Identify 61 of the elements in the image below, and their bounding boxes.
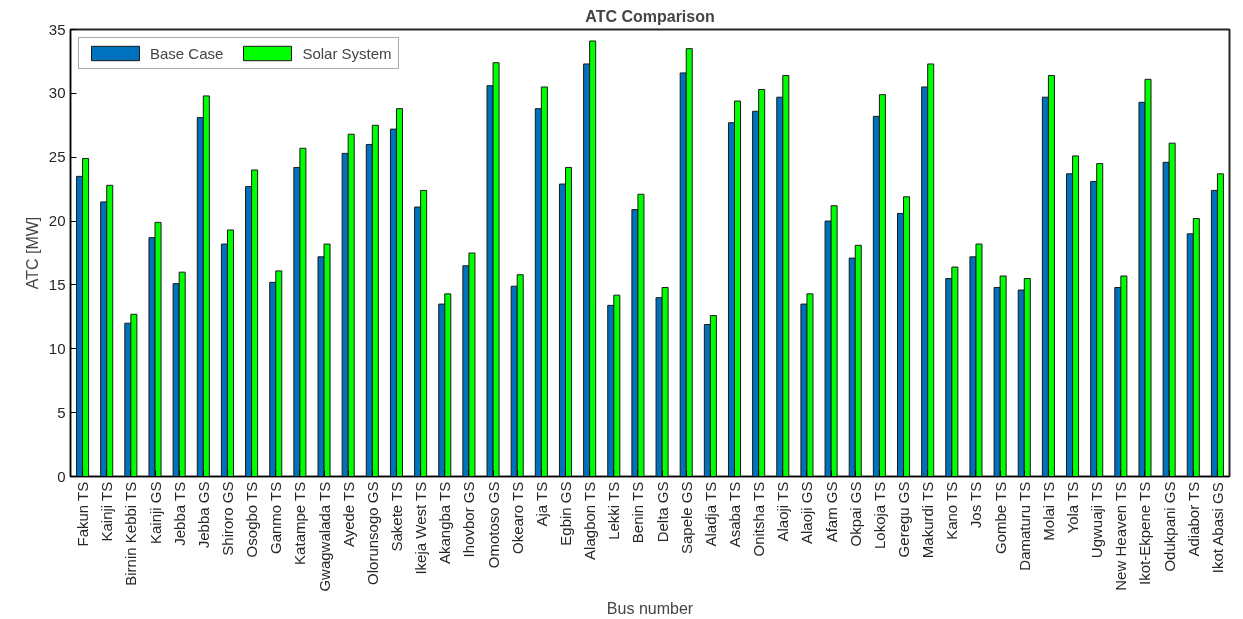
- legend-label: Base Case: [150, 44, 224, 62]
- x-tick-label: Molai TS: [1039, 481, 1057, 541]
- x-tick-label: Kainji TS: [98, 481, 116, 542]
- x-tick-label: Odukpani GS: [1160, 481, 1178, 572]
- y-tick-label: 20: [48, 212, 66, 230]
- x-tick-label: Ikot Abasi GS: [1208, 482, 1226, 574]
- x-tick-label: Sakete TS: [387, 481, 405, 552]
- x-tick-label: Adiabor TS: [1184, 481, 1202, 557]
- x-tick-label: Shiroro GS: [218, 481, 236, 556]
- x-tick-label: Alaoji TS: [774, 481, 792, 542]
- x-tick-label: Jos TS: [967, 481, 985, 529]
- x-tick-label: Gombe TS: [991, 481, 1009, 555]
- x-tick-label: Alagbon TS: [581, 481, 599, 560]
- x-tick-label: Jebba TS: [170, 481, 188, 546]
- x-tick-label: Lekki TS: [605, 481, 623, 540]
- x-tick-label: Asaba TS: [726, 481, 744, 548]
- x-tick-label: Aja TS: [532, 481, 550, 527]
- x-tick-label: Birnin Kebbi TS: [122, 481, 140, 586]
- x-tick-label: Sapele GS: [677, 481, 695, 555]
- x-tick-label: Fakun TS: [74, 481, 92, 547]
- x-tick-label: Onitsha TS: [750, 481, 768, 557]
- x-tick-label: Kano TS: [943, 481, 961, 540]
- x-tick-label: Katampe TS: [291, 481, 309, 565]
- chart-title: ATC Comparison: [585, 7, 715, 25]
- x-tick-label: New Heaven TS: [1112, 481, 1130, 591]
- x-tick-label: Ihovbor GS: [460, 481, 478, 558]
- x-tick-label: Osogbo TS: [243, 481, 261, 558]
- x-axis-title: Bus number: [606, 599, 694, 617]
- y-tick-label: 25: [48, 148, 66, 166]
- y-tick-label: 0: [57, 467, 66, 485]
- x-tick-label: Omotoso GS: [484, 481, 502, 569]
- legend-label: Solar System: [302, 44, 392, 62]
- x-tick-label: Gwagwalada TS: [315, 481, 333, 592]
- y-tick-label: 15: [48, 275, 66, 293]
- y-tick-label: 10: [48, 339, 66, 357]
- x-tick-label: Alaoji GS: [798, 481, 816, 545]
- x-tick-label: Okpai GS: [846, 481, 864, 547]
- x-tick-label: Damaturu TS: [1015, 481, 1033, 571]
- x-tick-label: Akangba TS: [436, 481, 454, 565]
- x-tick-label: Makurdi TS: [919, 481, 937, 559]
- x-tick-label: Ugwuaji TS: [1088, 481, 1106, 559]
- x-tick-label: Aladja TS: [701, 481, 719, 547]
- x-tick-label: Jebba GS: [194, 481, 212, 549]
- x-tick-label: Olorunsogo GS: [363, 481, 381, 585]
- x-tick-label: Ayede TS: [339, 481, 357, 548]
- x-tick-label: Ikeja West TS: [412, 481, 430, 575]
- x-tick-label: Lokoja TS: [870, 481, 888, 550]
- x-tick-label: Egbin GS: [556, 481, 574, 546]
- x-tick-label: Benin TS: [629, 481, 647, 544]
- y-tick-label: 35: [48, 20, 66, 38]
- x-tick-label: Ganmo TS: [267, 481, 285, 555]
- x-tick-label: Ikot-Ekpene TS: [1136, 481, 1154, 585]
- x-tick-label: Yola TS: [1064, 481, 1082, 534]
- y-tick-label: 30: [48, 84, 66, 102]
- x-tick-label: Okearo TS: [508, 481, 526, 555]
- x-tick-label: Geregu GS: [895, 481, 913, 558]
- x-tick-label: Kainji GS: [146, 481, 164, 545]
- x-tick-label: Delta GS: [653, 481, 671, 543]
- y-axis-title: ATC [MW]: [23, 216, 41, 290]
- y-tick-label: 5: [57, 403, 66, 421]
- x-tick-label: Afam GS: [822, 481, 840, 543]
